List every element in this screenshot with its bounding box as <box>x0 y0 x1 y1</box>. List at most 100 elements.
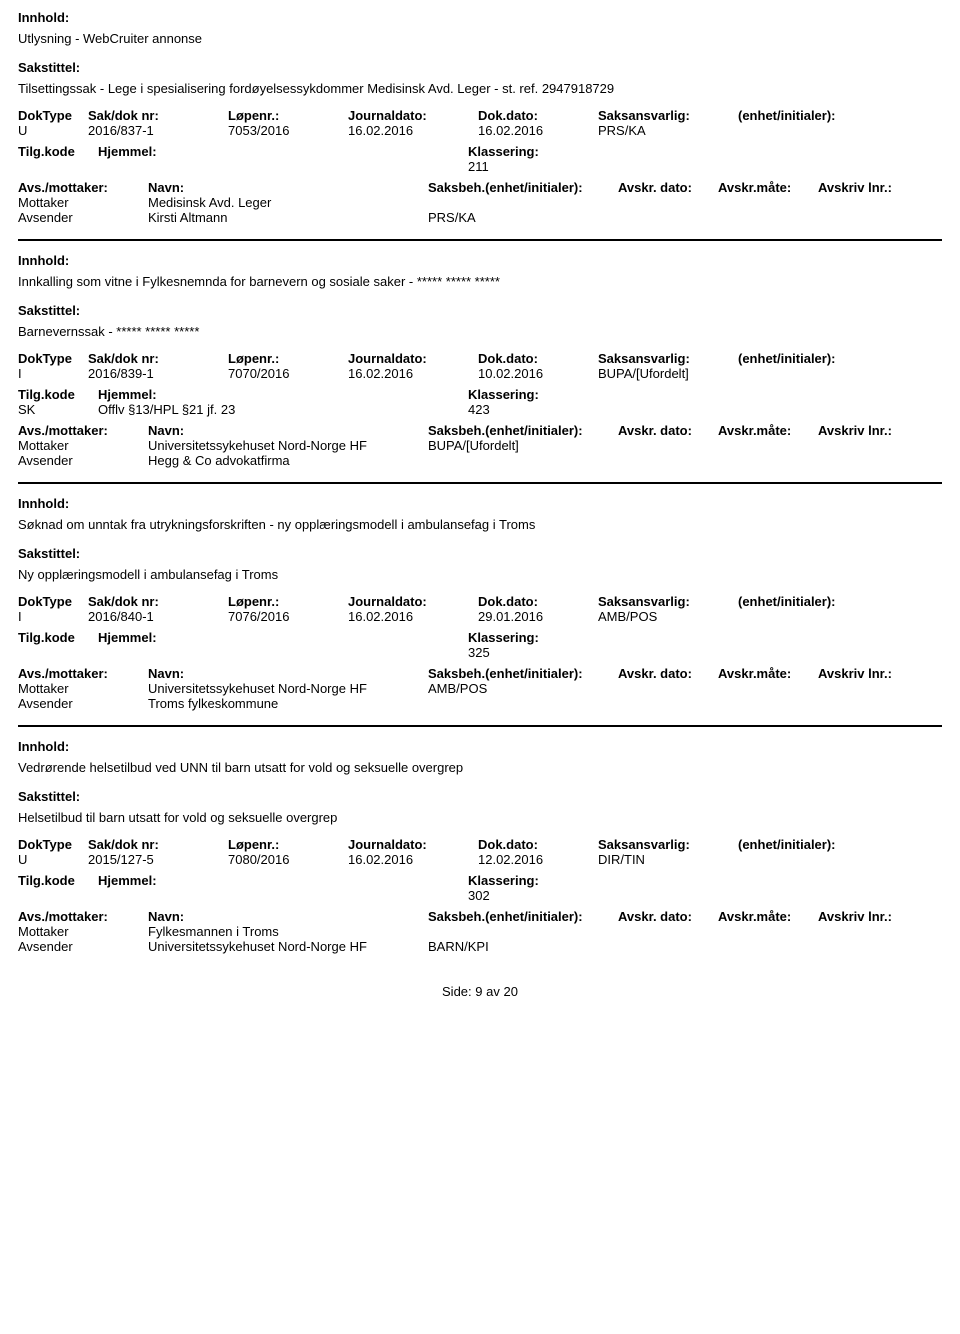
hdr-dokdato: Dok.dato: <box>478 108 598 123</box>
meta-header-row: DokType Sak/dok nr: Løpenr.: Journaldato… <box>18 594 942 609</box>
val-klassering: 325 <box>428 645 728 660</box>
val-doktype: I <box>18 366 88 381</box>
party-saksbeh <box>428 453 618 468</box>
party-saksbeh: PRS/KA <box>428 210 618 225</box>
hdr-avskrdato: Avskr. dato: <box>618 423 718 438</box>
meta-header-row: DokType Sak/dok nr: Løpenr.: Journaldato… <box>18 108 942 123</box>
hdr-lopenr: Løpenr.: <box>228 837 348 852</box>
sakstittel-label: Sakstittel: <box>18 546 942 561</box>
innhold-label: Innhold: <box>18 739 942 754</box>
val-enhet <box>738 366 888 381</box>
hdr-dokdato: Dok.dato: <box>478 837 598 852</box>
hdr-sakdok: Sak/dok nr: <box>88 594 228 609</box>
val-jdato: 16.02.2016 <box>348 609 478 624</box>
party-header-row: Avs./mottaker: Navn: Saksbeh.(enhet/init… <box>18 180 942 195</box>
party-role: Mottaker <box>18 195 148 210</box>
val-hjemmel <box>98 888 428 903</box>
hdr-lopenr: Løpenr.: <box>228 351 348 366</box>
hdr-klassering: Klassering: <box>428 144 728 159</box>
party-role: Avsender <box>18 210 148 225</box>
party-header-row: Avs./mottaker: Navn: Saksbeh.(enhet/init… <box>18 909 942 924</box>
val-klassering: 211 <box>428 159 728 174</box>
meta-header-row: DokType Sak/dok nr: Løpenr.: Journaldato… <box>18 837 942 852</box>
val-dokdato: 16.02.2016 <box>478 123 598 138</box>
party-row: Avsender Kirsti Altmann PRS/KA <box>18 210 942 225</box>
hdr-doktype: DokType <box>18 351 88 366</box>
sakstittel-text: Ny opplæringsmodell i ambulansefag i Tro… <box>18 567 942 582</box>
hdr-jdato: Journaldato: <box>348 108 478 123</box>
hdr-navn: Navn: <box>148 666 428 681</box>
innhold-label: Innhold: <box>18 496 942 511</box>
party-role: Avsender <box>18 453 148 468</box>
hdr-tilgkode: Tilg.kode <box>18 387 98 402</box>
hdr-saksansvarlig: Saksansvarlig: <box>598 837 738 852</box>
val-dokdato: 29.01.2016 <box>478 609 598 624</box>
journal-record: Innhold: Søknad om unntak fra utryknings… <box>18 496 942 727</box>
innhold-label: Innhold: <box>18 253 942 268</box>
val-saksansvarlig: BUPA/[Ufordelt] <box>598 366 738 381</box>
hdr-avskrmate: Avskr.måte: <box>718 423 818 438</box>
hdr-saksansvarlig: Saksansvarlig: <box>598 351 738 366</box>
hdr-enhet: (enhet/initialer): <box>738 594 888 609</box>
hdr-jdato: Journaldato: <box>348 837 478 852</box>
val-lopenr: 7080/2016 <box>228 852 348 867</box>
val-jdato: 16.02.2016 <box>348 366 478 381</box>
party-row: Avsender Hegg & Co advokatfirma <box>18 453 942 468</box>
party-role: Avsender <box>18 696 148 711</box>
party-row: Avsender Troms fylkeskommune <box>18 696 942 711</box>
hdr-doktype: DokType <box>18 108 88 123</box>
hdr-klassering: Klassering: <box>428 630 728 645</box>
val-jdato: 16.02.2016 <box>348 852 478 867</box>
val-doktype: U <box>18 123 88 138</box>
page-footer: Side: 9 av 20 <box>18 984 942 999</box>
innhold-text: Innkalling som vitne i Fylkesnemnda for … <box>18 274 942 289</box>
hdr-hjemmel: Hjemmel: <box>98 387 428 402</box>
meta-value-row: U 2016/837-1 7053/2016 16.02.2016 16.02.… <box>18 123 942 138</box>
hdr-lopenr: Løpenr.: <box>228 594 348 609</box>
val-saksansvarlig: DIR/TIN <box>598 852 738 867</box>
hdr-avskrlnr: Avskriv lnr.: <box>818 423 918 438</box>
hdr-avsmottaker: Avs./mottaker: <box>18 666 148 681</box>
hdr-jdato: Journaldato: <box>348 594 478 609</box>
party-saksbeh <box>428 195 618 210</box>
val-klassering: 423 <box>428 402 728 417</box>
hdr-klassering: Klassering: <box>428 387 728 402</box>
val-hjemmel <box>98 159 428 174</box>
footer-total: 20 <box>504 984 518 999</box>
hdr-avsmottaker: Avs./mottaker: <box>18 423 148 438</box>
hdr-navn: Navn: <box>148 909 428 924</box>
record-separator <box>18 482 942 484</box>
hdr-avskrlnr: Avskriv lnr.: <box>818 909 918 924</box>
hjemmel-row: Tilg.kode Hjemmel: Klassering: <box>18 387 942 402</box>
val-sakdok: 2016/840-1 <box>88 609 228 624</box>
party-name: Fylkesmannen i Troms <box>148 924 428 939</box>
hdr-avskrmate: Avskr.måte: <box>718 909 818 924</box>
val-saksansvarlig: PRS/KA <box>598 123 738 138</box>
val-sakdok: 2016/837-1 <box>88 123 228 138</box>
val-enhet <box>738 852 888 867</box>
val-tilgkode: SK <box>18 402 98 417</box>
val-enhet <box>738 123 888 138</box>
record-separator <box>18 725 942 727</box>
hjemmel-row: Tilg.kode Hjemmel: Klassering: <box>18 873 942 888</box>
party-saksbeh <box>428 924 618 939</box>
hdr-sakdok: Sak/dok nr: <box>88 351 228 366</box>
hdr-jdato: Journaldato: <box>348 351 478 366</box>
hdr-sakdok: Sak/dok nr: <box>88 837 228 852</box>
party-row: Mottaker Medisinsk Avd. Leger <box>18 195 942 210</box>
party-row: Mottaker Fylkesmannen i Troms <box>18 924 942 939</box>
party-role: Avsender <box>18 939 148 954</box>
hdr-enhet: (enhet/initialer): <box>738 837 888 852</box>
hdr-avskrdato: Avskr. dato: <box>618 180 718 195</box>
hjemmel-value-row: 302 <box>18 888 942 903</box>
hdr-saksansvarlig: Saksansvarlig: <box>598 108 738 123</box>
party-role: Mottaker <box>18 681 148 696</box>
sakstittel-text: Helsetilbud til barn utsatt for vold og … <box>18 810 942 825</box>
hdr-saksbeh: Saksbeh.(enhet/initialer): <box>428 423 618 438</box>
hdr-lopenr: Løpenr.: <box>228 108 348 123</box>
val-hjemmel: Offlv §13/HPL §21 jf. 23 <box>98 402 428 417</box>
hdr-tilgkode: Tilg.kode <box>18 630 98 645</box>
sakstittel-text: Tilsettingssak - Lege i spesialisering f… <box>18 81 942 96</box>
hdr-doktype: DokType <box>18 837 88 852</box>
hdr-avskrmate: Avskr.måte: <box>718 666 818 681</box>
